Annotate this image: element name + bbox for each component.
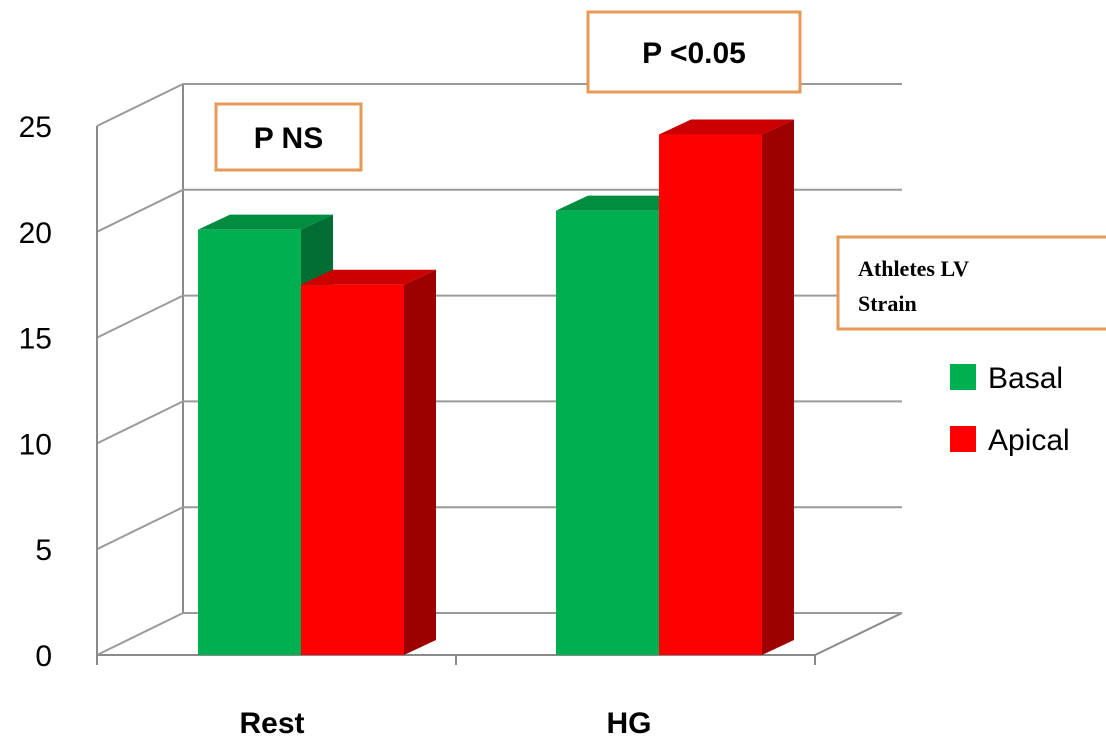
bars xyxy=(198,119,794,656)
bar-side xyxy=(404,269,436,655)
bar-top xyxy=(301,269,436,285)
legend-item-basal: Basal xyxy=(950,362,1063,395)
category-label-rest: Rest xyxy=(239,707,304,740)
annotation-box xyxy=(586,10,802,94)
axes xyxy=(96,126,816,665)
legend-title-line-2: Strain xyxy=(858,291,917,316)
legend-item-apical: Apical xyxy=(950,424,1070,457)
y-tick-label: 25 xyxy=(19,111,52,144)
gridlines xyxy=(96,83,902,656)
bar-top xyxy=(659,119,794,135)
bar-front xyxy=(659,134,762,656)
annotation-hg: P <0.05 xyxy=(586,10,802,94)
bar-front xyxy=(198,229,301,655)
bar-apical-rest xyxy=(301,269,436,655)
y-tick-labels: 0 5 10 15 20 25 xyxy=(19,111,52,673)
legend: Athletes LV Strain Basal Apical xyxy=(836,235,1106,457)
bar-apical-hg xyxy=(659,119,794,656)
y-tick-label: 0 xyxy=(35,640,52,673)
bar-side xyxy=(762,119,794,656)
bar-front xyxy=(301,284,404,655)
legend-items: Basal Apical xyxy=(950,362,1070,457)
bar-front xyxy=(556,210,659,655)
legend-title-box xyxy=(836,235,1106,331)
legend-title-line-1: Athletes LV xyxy=(858,256,969,281)
bar-top xyxy=(198,214,333,230)
y-tick-label: 10 xyxy=(19,428,52,461)
annotation-text: P NS xyxy=(254,122,323,155)
legend-swatch xyxy=(950,364,976,390)
category-label-hg: HG xyxy=(607,707,652,740)
legend-label: Apical xyxy=(988,424,1070,457)
annotations: P NS P <0.05 xyxy=(214,10,802,172)
y-tick-label: 15 xyxy=(19,323,52,356)
legend-label: Basal xyxy=(988,362,1063,395)
y-tick-label: 20 xyxy=(19,217,52,250)
legend-swatch xyxy=(950,426,976,452)
y-tick-label: 5 xyxy=(35,534,52,567)
annotation-text: P <0.05 xyxy=(642,37,746,70)
bar-top xyxy=(556,195,691,211)
annotation-rest: P NS xyxy=(214,102,363,172)
annotation-box xyxy=(214,102,363,172)
category-labels: Rest HG xyxy=(239,707,651,740)
